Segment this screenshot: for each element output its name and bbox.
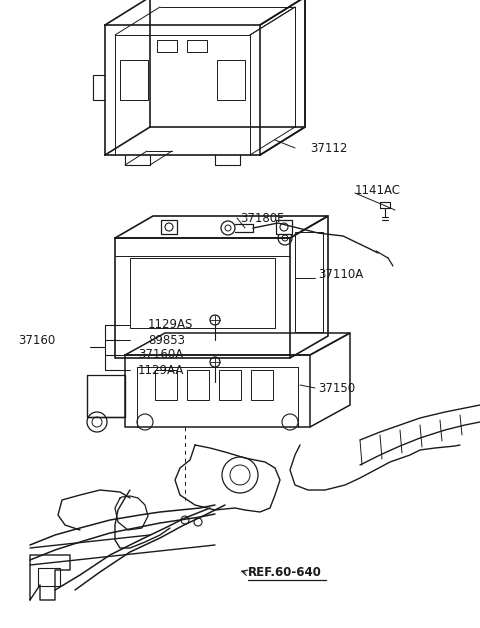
Circle shape bbox=[222, 457, 258, 493]
Circle shape bbox=[137, 414, 153, 430]
Bar bbox=[295, 232, 323, 332]
Bar bbox=[120, 60, 148, 100]
Text: 1141AC: 1141AC bbox=[355, 183, 401, 197]
Text: 37160: 37160 bbox=[18, 333, 55, 347]
Bar bbox=[251, 370, 273, 400]
Circle shape bbox=[210, 315, 220, 325]
Circle shape bbox=[280, 223, 288, 231]
Circle shape bbox=[194, 518, 202, 526]
Bar bbox=[155, 370, 177, 400]
Circle shape bbox=[92, 417, 102, 427]
Circle shape bbox=[210, 357, 220, 367]
Bar bbox=[161, 220, 177, 234]
Bar bbox=[38, 568, 60, 586]
Text: 37150: 37150 bbox=[318, 381, 355, 394]
Text: 37112: 37112 bbox=[310, 141, 348, 154]
Text: 89853: 89853 bbox=[148, 333, 185, 347]
Text: REF.60-640: REF.60-640 bbox=[248, 566, 322, 580]
Text: 37180F: 37180F bbox=[240, 212, 284, 224]
Circle shape bbox=[221, 221, 235, 235]
Circle shape bbox=[282, 414, 298, 430]
Text: 1129AA: 1129AA bbox=[138, 364, 184, 377]
Bar bbox=[157, 40, 177, 52]
Bar bbox=[217, 60, 245, 100]
Circle shape bbox=[225, 225, 231, 231]
Text: 37160A: 37160A bbox=[138, 349, 183, 362]
Bar bbox=[187, 370, 209, 400]
Circle shape bbox=[230, 465, 250, 485]
Text: 1129AS: 1129AS bbox=[148, 318, 193, 332]
Circle shape bbox=[87, 412, 107, 432]
Circle shape bbox=[278, 231, 292, 245]
Circle shape bbox=[282, 235, 288, 241]
Bar bbox=[219, 370, 241, 400]
Circle shape bbox=[181, 516, 189, 524]
Circle shape bbox=[165, 223, 173, 231]
Bar bbox=[130, 258, 275, 328]
Bar bbox=[187, 40, 207, 52]
Text: 37110A: 37110A bbox=[318, 269, 363, 281]
Bar bbox=[276, 220, 292, 234]
